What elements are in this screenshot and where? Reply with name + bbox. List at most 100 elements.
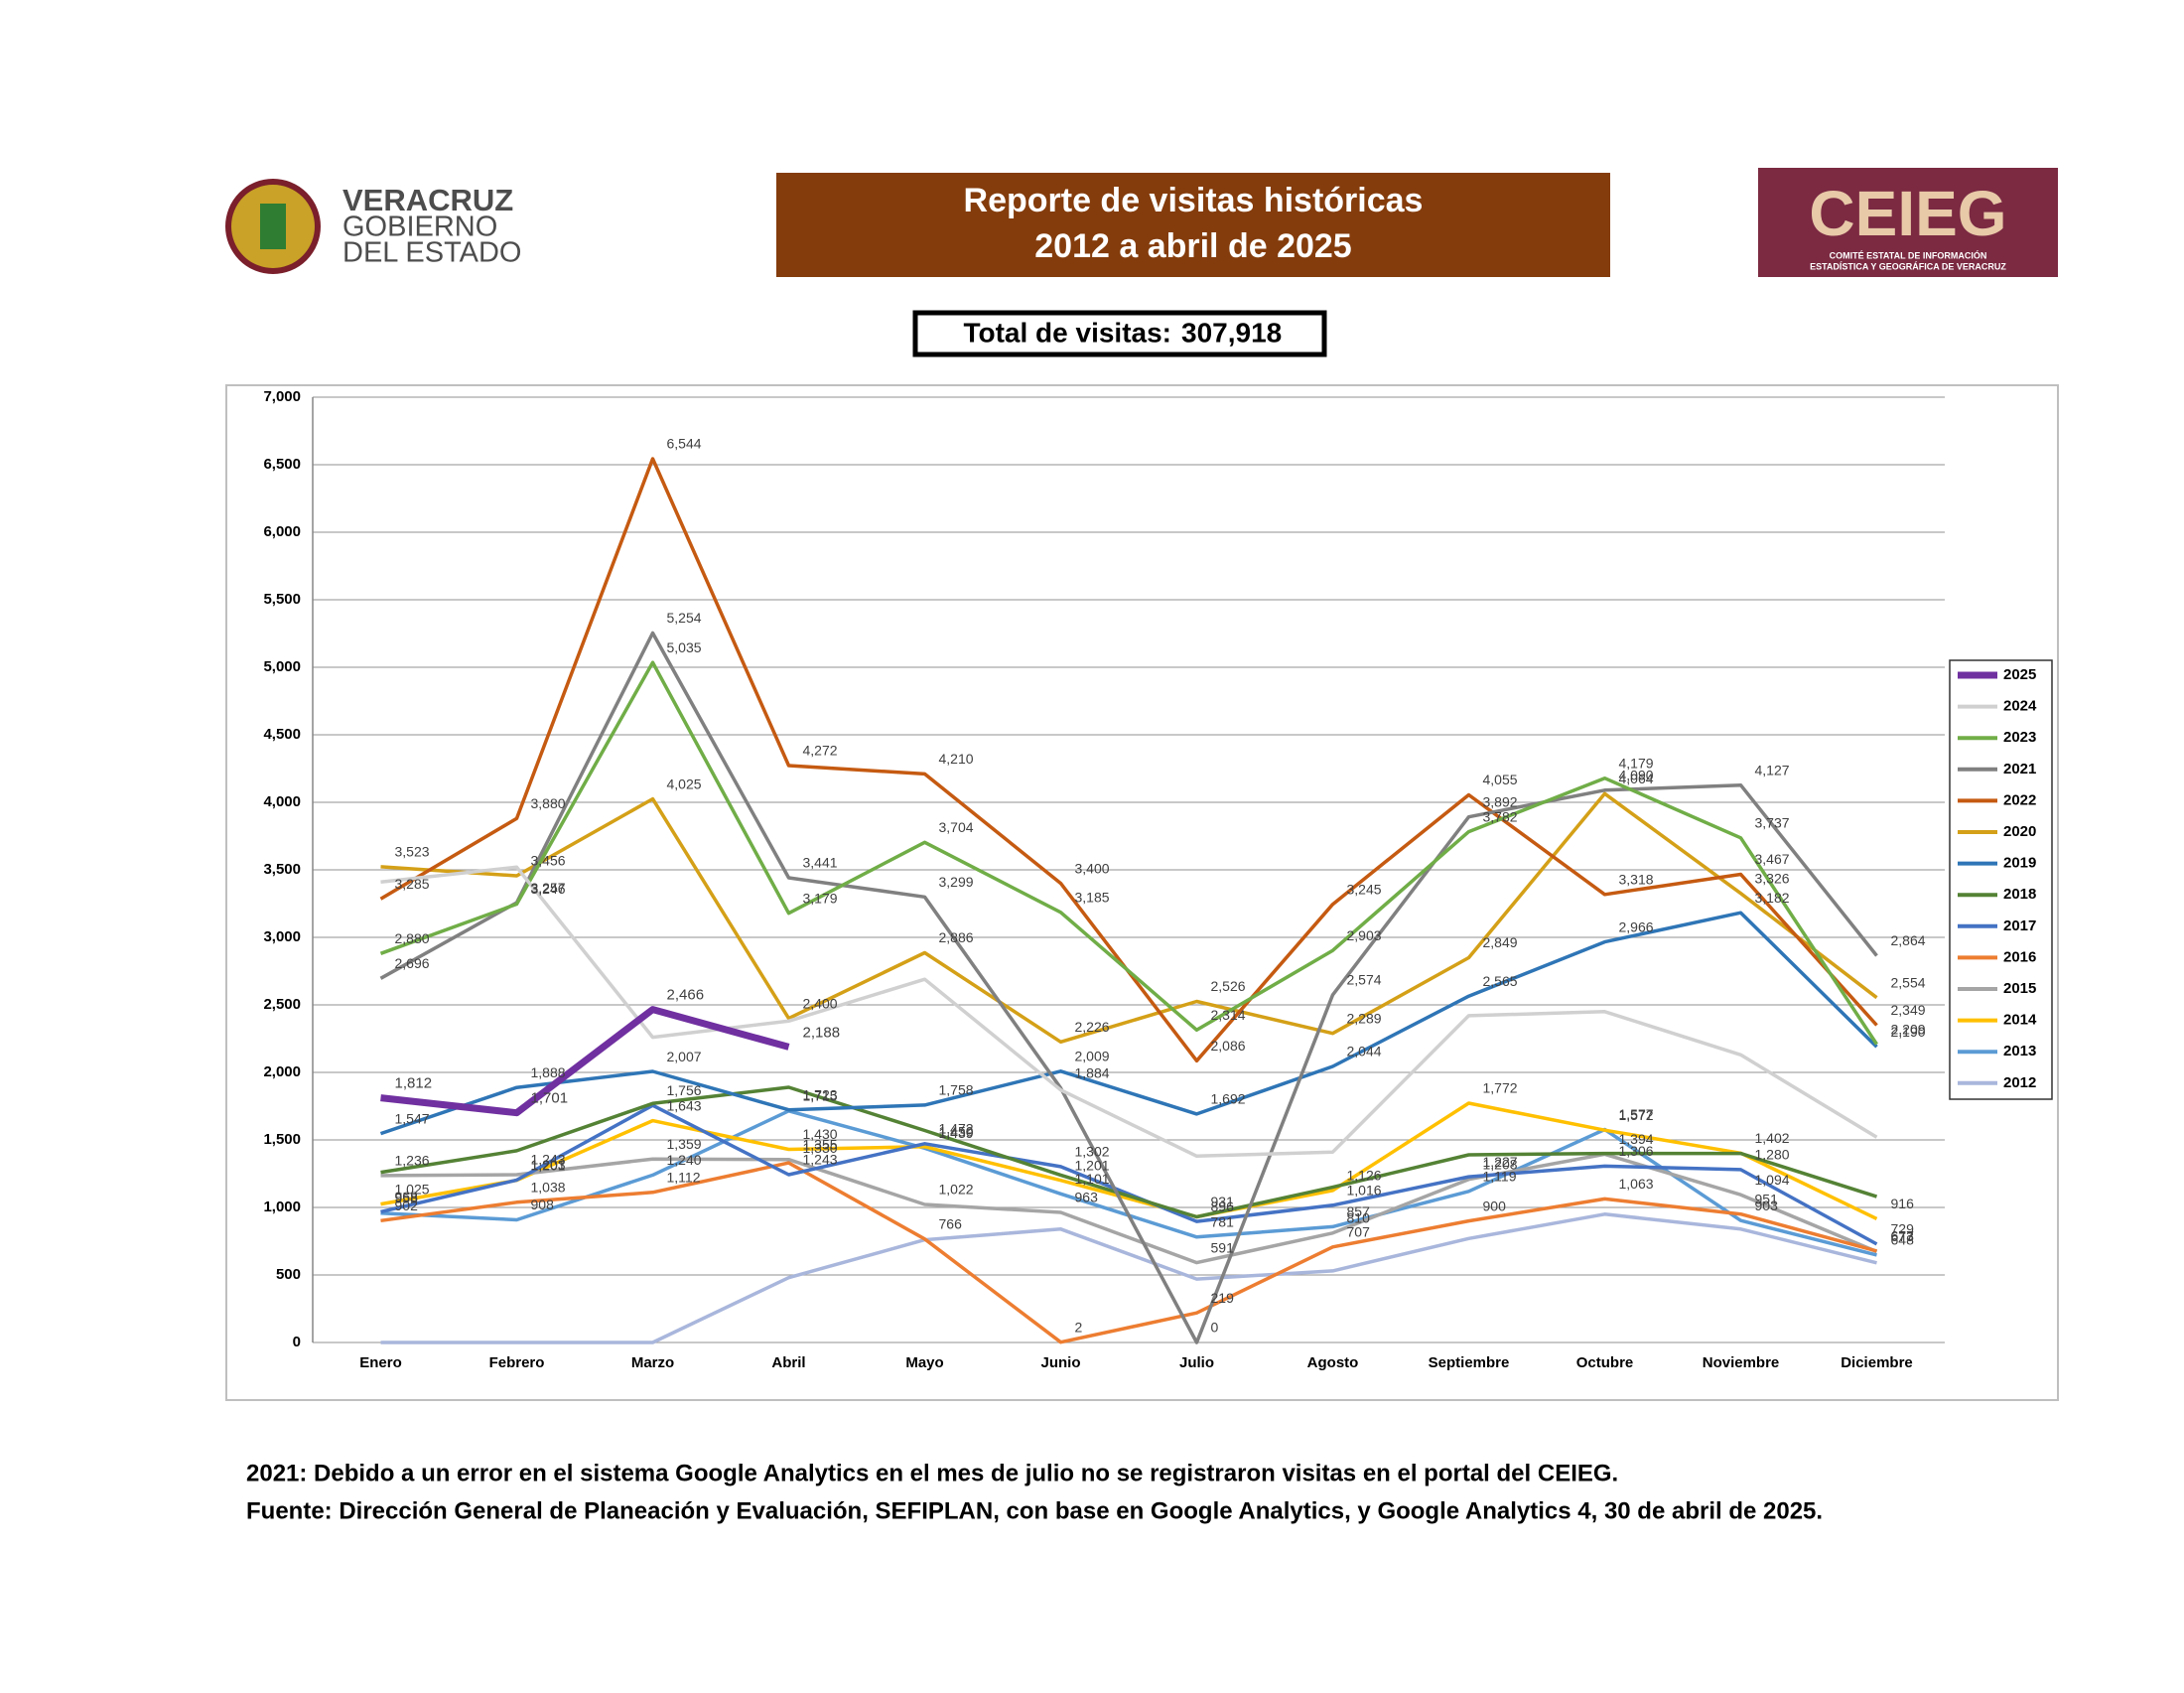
data-label: 3,245 — [1347, 881, 1382, 897]
data-label: 1,243 — [803, 1152, 838, 1168]
data-label: 3,326 — [1755, 870, 1790, 886]
data-label: 4,064 — [1619, 771, 1654, 786]
data-label: 1,772 — [1483, 1080, 1518, 1096]
data-label: 2,190 — [1891, 1024, 1926, 1040]
data-label: 591 — [1211, 1239, 1235, 1255]
title: 2012 a abril de 2025 — [1034, 227, 1351, 265]
series-line — [379, 911, 1878, 1136]
data-label: 900 — [1483, 1198, 1507, 1213]
data-label: 4,272 — [803, 743, 838, 759]
series-line — [379, 660, 1878, 1046]
logo-text: ESTADÍSTICA Y GEOGRÁFICA DE VERACRUZ — [1810, 261, 2006, 271]
data-label: 1,643 — [667, 1097, 702, 1113]
data-label: 2,188 — [803, 1024, 841, 1041]
data-label: 673 — [1891, 1228, 1915, 1244]
data-label: 1,472 — [939, 1121, 974, 1137]
data-label: 968 — [395, 1189, 419, 1204]
data-label: 1,394 — [1619, 1131, 1654, 1147]
series-line — [380, 1152, 1878, 1265]
x-tick-label: Marzo — [631, 1354, 674, 1371]
legend-label: 2022 — [2003, 791, 2036, 808]
data-label: 766 — [939, 1216, 963, 1232]
data-label: 1,812 — [395, 1075, 433, 1092]
data-label: 2,400 — [803, 995, 838, 1011]
data-label: 931 — [1211, 1194, 1235, 1209]
data-label: 1,063 — [1619, 1176, 1654, 1192]
data-label: 2,903 — [1347, 927, 1382, 943]
x-tick-label: Octubre — [1576, 1354, 1634, 1371]
data-label: 1,201 — [1075, 1157, 1110, 1173]
data-label: 1,306 — [1619, 1143, 1654, 1159]
x-tick-label: Noviembre — [1703, 1354, 1780, 1371]
data-label: 1,208 — [1483, 1156, 1518, 1172]
y-tick-label: 1,500 — [263, 1131, 301, 1148]
series-line — [380, 791, 1878, 1045]
y-tick-label: 3,500 — [263, 861, 301, 878]
data-label: 4,127 — [1755, 762, 1790, 777]
y-tick-label: 5,500 — [263, 591, 301, 608]
x-tick-label: Septiembre — [1429, 1354, 1510, 1371]
series-line — [380, 1006, 790, 1117]
ceieg-logo: CEIEG COMITÉ ESTATAL DE INFORMACIÓN ESTA… — [1758, 168, 2058, 277]
data-label: 1,439 — [939, 1125, 974, 1141]
legend-label: 2015 — [2003, 980, 2036, 997]
data-label: 1,203 — [531, 1157, 566, 1173]
y-tick-label: 2,500 — [263, 996, 301, 1013]
data-label: 902 — [395, 1198, 419, 1213]
data-label: 1,240 — [667, 1152, 702, 1168]
legend-label: 2019 — [2003, 855, 2036, 872]
data-label: 1,692 — [1211, 1091, 1246, 1107]
note: 2021: Debido a un error en el sistema Go… — [246, 1460, 1618, 1486]
data-label: 1,430 — [803, 1126, 838, 1142]
data-label: 1,038 — [531, 1180, 566, 1196]
data-label: 3,257 — [531, 880, 566, 896]
data-label: 3,318 — [1619, 871, 1654, 887]
legend-label: 2023 — [2003, 729, 2036, 746]
data-label: 857 — [1347, 1203, 1371, 1219]
y-tick-label: 4,000 — [263, 793, 301, 810]
data-label: 2,007 — [667, 1049, 702, 1064]
data-label: 4,210 — [939, 751, 974, 767]
data-label: 1,402 — [1755, 1130, 1790, 1146]
series-line — [380, 865, 1878, 1159]
data-label: 2,526 — [1211, 978, 1246, 994]
x-tick-label: Agosto — [1307, 1354, 1359, 1371]
data-label: 1,715 — [803, 1087, 838, 1103]
data-label: 3,704 — [939, 819, 974, 835]
data-label: 1,236 — [395, 1153, 430, 1169]
y-tick-label: 3,000 — [263, 928, 301, 945]
data-label: 2,466 — [667, 987, 705, 1004]
data-label: 2,966 — [1619, 918, 1654, 934]
data-label: 1,450 — [939, 1124, 974, 1140]
data-label: 1,701 — [531, 1090, 569, 1107]
x-tick-label: Julio — [1179, 1354, 1214, 1371]
series-line — [380, 1103, 1878, 1246]
legend-label: 2012 — [2003, 1074, 2036, 1091]
data-label: 4,055 — [1483, 772, 1518, 787]
data-label: 1,201 — [531, 1157, 566, 1173]
data-label: 677 — [1891, 1228, 1915, 1244]
data-label: 4,025 — [667, 776, 702, 791]
data-label: 3,400 — [1075, 860, 1110, 876]
legend-label: 2025 — [2003, 666, 2036, 683]
data-label: 6,544 — [667, 436, 702, 452]
legend-label: 2020 — [2003, 823, 2036, 840]
x-tick-label: Mayo — [905, 1354, 943, 1371]
logo-text: VERACRUZ — [342, 183, 513, 217]
data-label: 1,888 — [531, 1064, 566, 1080]
data-label: 1,243 — [531, 1152, 566, 1168]
data-label: 2,574 — [1347, 972, 1382, 988]
data-label: 1,723 — [803, 1086, 838, 1102]
data-label: 2,864 — [1891, 932, 1926, 948]
y-tick-label: 500 — [276, 1266, 301, 1283]
data-label: 3,456 — [531, 853, 566, 869]
y-tick-label: 2,000 — [263, 1063, 301, 1080]
data-label: 963 — [1075, 1190, 1099, 1205]
veracruz-logo: VERACRUZ GOBIERNO DEL ESTADO — [225, 179, 522, 274]
data-label: 951 — [1755, 1191, 1779, 1206]
data-label: 2,886 — [939, 929, 974, 945]
legend-label: 2017 — [2003, 917, 2036, 934]
series-line — [380, 1101, 1878, 1220]
data-label: 903 — [1755, 1198, 1779, 1213]
